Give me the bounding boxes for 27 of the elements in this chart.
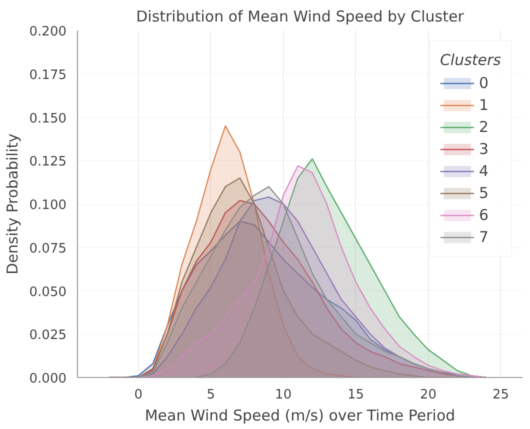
legend-label: 6 (478, 206, 490, 224)
y-tick-label: 0.150 (29, 111, 66, 126)
legend-label: 4 (478, 162, 490, 180)
x-axis-title: Mean Wind Speed (m/s) over Time Period (144, 406, 456, 424)
x-tick-label: 25 (492, 388, 510, 402)
y-tick-label: 0.000 (29, 372, 66, 386)
legend-label: 1 (478, 96, 490, 114)
x-tick-label: 10 (275, 388, 292, 402)
x-tick-label: 20 (420, 388, 437, 402)
legend-label: 3 (478, 140, 490, 158)
y-tick-label: 0.075 (29, 241, 66, 256)
chart-title: Distribution of Mean Wind Speed by Cluster (136, 8, 465, 26)
legend-label: 0 (478, 74, 490, 92)
legend-label: 7 (478, 228, 490, 246)
y-tick-label: 0.100 (29, 198, 66, 213)
y-tick-label: 0.025 (29, 328, 66, 344)
x-tick-label: 15 (348, 388, 364, 402)
y-axis-title: Density Probability (3, 133, 22, 275)
legend-title: Clusters (440, 51, 501, 69)
y-tick-label: 0.050 (29, 284, 66, 300)
legend-label: 2 (478, 118, 490, 136)
legend-label: 5 (478, 184, 490, 202)
x-tick-label: 5 (206, 388, 215, 402)
x-tick-label: 0 (134, 388, 143, 402)
y-tick-label: 0.125 (29, 154, 66, 170)
y-tick-label: 0.175 (29, 68, 66, 83)
y-tick-label: 0.200 (29, 24, 66, 40)
